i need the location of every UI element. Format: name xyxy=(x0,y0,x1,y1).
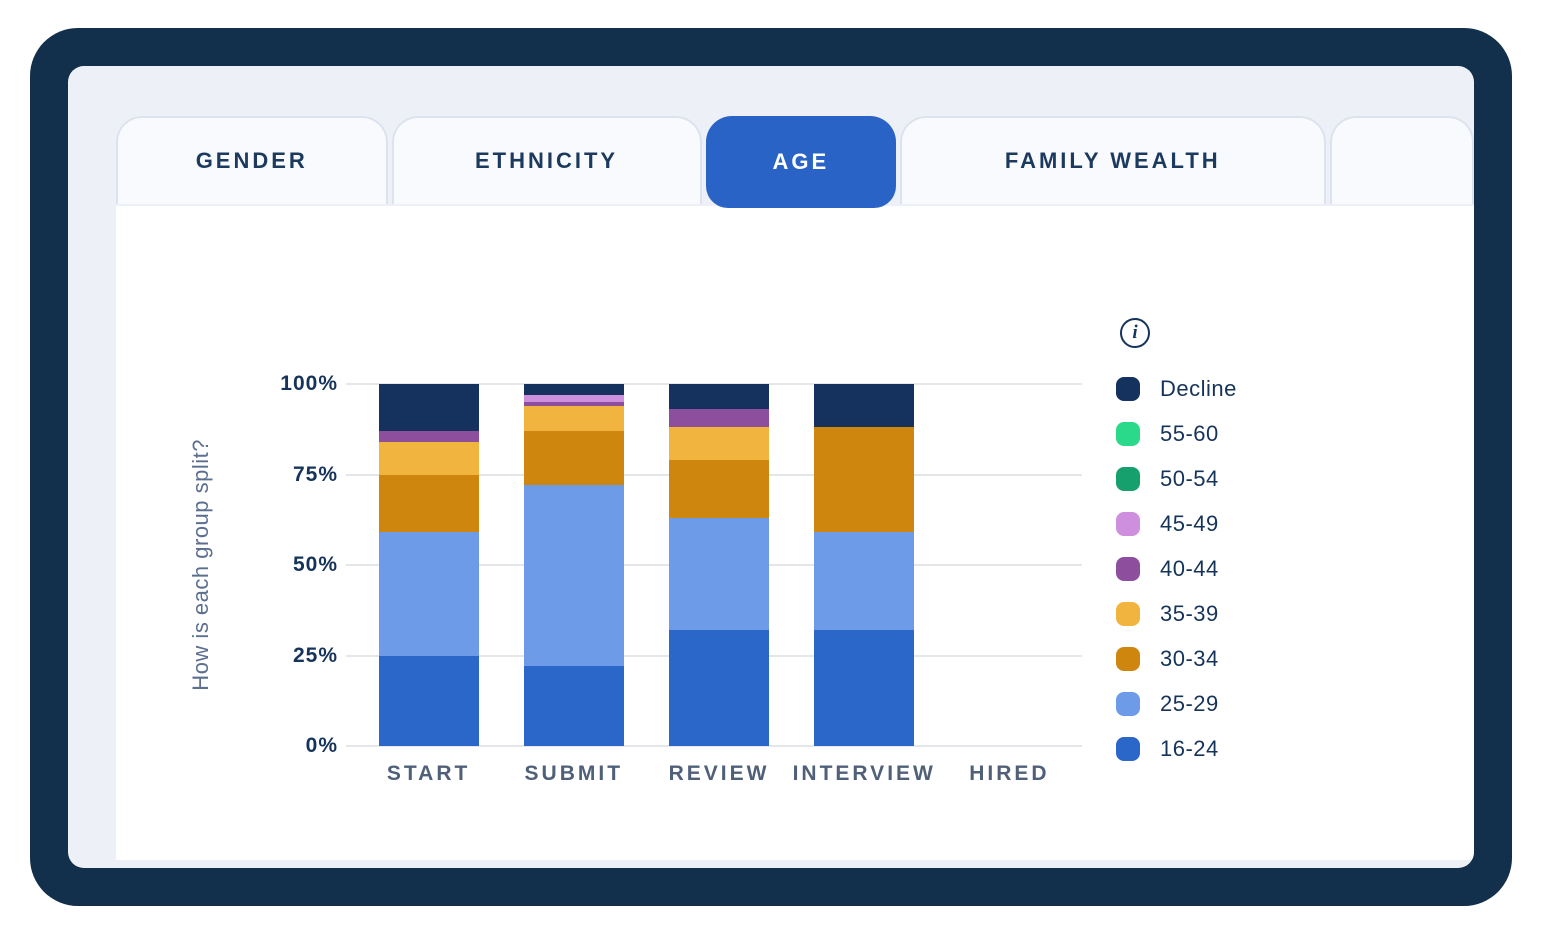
y-tick-label: 50% xyxy=(292,553,338,576)
x-axis-label-review: REVIEW xyxy=(668,762,770,785)
segment-40-44-review[interactable] xyxy=(669,409,769,428)
bar-slot xyxy=(356,384,501,746)
tab-ethnicity[interactable]: ETHNICITY xyxy=(391,116,702,204)
legend-label-35-39: 35-39 xyxy=(1160,601,1219,626)
tab-ethnicity-label: ETHNICITY xyxy=(474,148,619,173)
legend-label-40-44: 40-44 xyxy=(1160,556,1219,581)
segment-decline-interview[interactable] xyxy=(814,384,915,428)
legend-swatch-55-60 xyxy=(1116,422,1140,446)
legend-item-50-54[interactable]: 50-54 xyxy=(1116,464,1416,494)
segment-40-44-submit[interactable] xyxy=(523,402,624,406)
bar-slot xyxy=(937,384,1082,746)
legend-item-40-44[interactable]: 40-44 xyxy=(1116,554,1416,584)
y-tick-label: 100% xyxy=(280,372,338,395)
bar-hired[interactable] xyxy=(959,384,1059,746)
legend-label-16-24: 16-24 xyxy=(1160,736,1219,761)
legend-item-16-24[interactable]: 16-24 xyxy=(1116,734,1416,764)
legend-swatch-30-34 xyxy=(1116,647,1140,671)
tab-family-wealth-label: FAMILY WEALTH xyxy=(1004,148,1221,173)
gridline xyxy=(346,383,1082,385)
x-axis-label-interview: INTERVIEW xyxy=(792,762,936,785)
tab-partial[interactable] xyxy=(1329,116,1474,204)
legend-label-55-60: 55-60 xyxy=(1160,421,1219,446)
bar-start[interactable] xyxy=(378,384,479,746)
segment-25-29-submit[interactable] xyxy=(523,485,624,667)
legend-items: Decline 55-60 50-54 45-49 40-44 35-39 30-34 25-… xyxy=(1116,374,1416,779)
x-axis-label-start: START xyxy=(386,762,471,785)
segment-25-29-start[interactable] xyxy=(378,532,479,656)
segment-decline-review[interactable] xyxy=(669,384,769,410)
segment-30-34-review[interactable] xyxy=(669,460,769,518)
tab-gender[interactable]: GENDER xyxy=(116,116,388,204)
legend-swatch-40-44 xyxy=(1116,557,1140,581)
segment-35-39-review[interactable] xyxy=(669,427,769,461)
legend-label-25-29: 25-29 xyxy=(1160,691,1219,716)
segment-decline-submit[interactable] xyxy=(523,384,624,395)
segment-30-34-interview[interactable] xyxy=(814,427,915,533)
segment-16-24-start[interactable] xyxy=(378,655,479,746)
bar-slot xyxy=(501,384,646,746)
legend-swatch-45-49 xyxy=(1116,512,1140,536)
segment-30-34-submit[interactable] xyxy=(523,431,624,486)
chart-panel: How is each group split? 100% 75% 50% 25% 0%… xyxy=(116,206,1474,860)
legend-label-30-34: 30-34 xyxy=(1160,646,1219,671)
legend-label-decline: Decline xyxy=(1160,376,1237,401)
y-tick-label: 0% xyxy=(305,734,338,757)
x-axis-labels: START SUBMIT REVIEW INTERVIEW HIRED xyxy=(356,762,1082,786)
y-tick-label: 75% xyxy=(292,462,338,486)
segment-35-39-submit[interactable] xyxy=(523,405,624,432)
segment-35-39-start[interactable] xyxy=(378,441,479,475)
legend: i Decline 55-60 50-54 45-49 40-44 35-39 30-34 2… xyxy=(1116,318,1416,779)
bar-review[interactable] xyxy=(669,384,769,746)
x-axis-label-hired: HIRED xyxy=(969,762,1050,785)
tab-gender-label: GENDER xyxy=(195,148,308,173)
segment-25-29-interview[interactable] xyxy=(814,532,915,631)
bar-submit[interactable] xyxy=(523,384,624,746)
legend-swatch-16-24 xyxy=(1116,737,1140,761)
y-tick-label: 25% xyxy=(292,643,338,667)
info-icon-glyph: i xyxy=(1132,322,1138,343)
info-icon[interactable]: i xyxy=(1120,318,1150,348)
bar-slot xyxy=(792,384,937,746)
legend-swatch-25-29 xyxy=(1116,692,1140,716)
segment-25-29-review[interactable] xyxy=(669,517,769,631)
segment-16-24-review[interactable] xyxy=(669,630,769,746)
segment-16-24-submit[interactable] xyxy=(523,666,624,746)
legend-item-55-60[interactable]: 55-60 xyxy=(1116,419,1416,449)
segment-45-49-submit[interactable] xyxy=(523,394,624,403)
segment-30-34-start[interactable] xyxy=(378,474,479,533)
segment-16-24-interview[interactable] xyxy=(814,630,915,746)
tab-family-wealth[interactable]: FAMILY WEALTH xyxy=(900,116,1326,204)
legend-swatch-35-39 xyxy=(1116,602,1140,626)
y-axis-title: How is each group split? xyxy=(182,384,220,746)
legend-swatch-decline xyxy=(1116,377,1140,401)
plot-area: 100% 75% 50% 25% 0% xyxy=(280,372,1082,757)
screen: GENDER ETHNICITY AGE FAMILY WEALTH How i… xyxy=(68,66,1474,868)
bars xyxy=(356,384,1082,746)
legend-label-45-49: 45-49 xyxy=(1160,511,1219,536)
segment-decline-start[interactable] xyxy=(378,384,479,432)
legend-item-45-49[interactable]: 45-49 xyxy=(1116,509,1416,539)
y-axis-title-text: How is each group split? xyxy=(188,439,213,691)
segment-40-44-start[interactable] xyxy=(378,431,479,442)
device-frame: GENDER ETHNICITY AGE FAMILY WEALTH How i… xyxy=(30,28,1512,906)
tab-age[interactable]: AGE xyxy=(705,116,897,208)
legend-item-decline[interactable]: Decline xyxy=(1116,374,1416,404)
tabs-bar: GENDER ETHNICITY AGE FAMILY WEALTH xyxy=(116,116,1474,208)
x-axis-label-submit: SUBMIT xyxy=(524,762,624,785)
bar-slot xyxy=(646,384,791,746)
bar-interview[interactable] xyxy=(814,384,915,746)
legend-label-50-54: 50-54 xyxy=(1160,466,1219,491)
legend-item-25-29[interactable]: 25-29 xyxy=(1116,689,1416,719)
gridline xyxy=(346,745,1082,747)
legend-item-30-34[interactable]: 30-34 xyxy=(1116,644,1416,674)
legend-item-35-39[interactable]: 35-39 xyxy=(1116,599,1416,629)
legend-swatch-50-54 xyxy=(1116,467,1140,491)
tab-age-label: AGE xyxy=(772,149,830,174)
